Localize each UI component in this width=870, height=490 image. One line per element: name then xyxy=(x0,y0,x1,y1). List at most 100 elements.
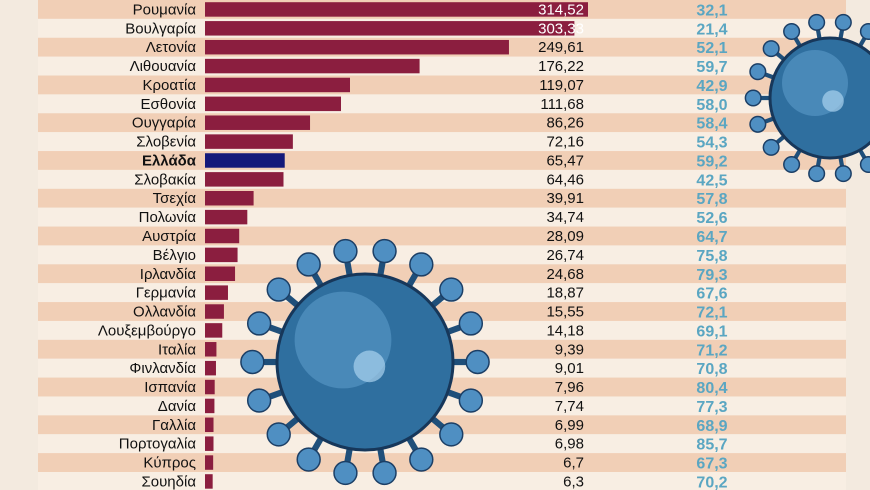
bar xyxy=(205,191,254,206)
percent-label: 77,3 xyxy=(696,399,727,416)
country-labels: Ρουμανία Βουλγαρία Λετονία Λιθουανία Κροατία… xyxy=(98,1,197,490)
country-label: Κύπρος xyxy=(143,455,196,472)
bar xyxy=(205,304,224,319)
percent-label: 21,4 xyxy=(696,21,727,38)
bar xyxy=(205,266,236,281)
virus-spike-tip xyxy=(439,422,464,447)
virus-spike-tip xyxy=(834,13,852,31)
value-label: 7,74 xyxy=(555,398,584,415)
country-label: Σλοβενία xyxy=(136,134,196,151)
virus-spike-tip xyxy=(333,460,358,486)
percent-label: 85,7 xyxy=(696,437,727,454)
value-labels: 314,52 303,33 249,61 176,22 119,07 111,68 86,2… xyxy=(538,1,584,490)
virus-spike-tip xyxy=(859,155,870,174)
bar xyxy=(205,436,214,451)
percent-label: 68,9 xyxy=(696,418,727,435)
virus-spike-tip xyxy=(246,311,272,336)
percent-label: 32,1 xyxy=(696,2,727,19)
value-label: 7,96 xyxy=(555,379,584,396)
virus-spike-tip xyxy=(783,155,801,174)
bar xyxy=(205,134,293,149)
value-label: 26,74 xyxy=(546,247,584,264)
virus-spike-tip xyxy=(808,165,826,183)
bar xyxy=(205,285,228,300)
percent-labels: 32,1 21,4 52,1 59,7 42,9 58,0 58,4 54,359,2 42,5… xyxy=(696,2,727,490)
value-label: 64,46 xyxy=(546,171,584,188)
value-label: 14,18 xyxy=(546,322,584,339)
percent-label: 64,7 xyxy=(696,229,727,246)
virus-spike-tip xyxy=(240,349,265,375)
value-label: 249,61 xyxy=(538,39,584,56)
percent-label: 54,3 xyxy=(696,135,727,152)
percent-label: 59,7 xyxy=(696,59,727,76)
bar xyxy=(205,2,588,17)
value-label: 6,3 xyxy=(563,473,584,490)
bar xyxy=(205,115,311,130)
country-label: Φινλανδία xyxy=(129,360,196,377)
virus-core xyxy=(353,350,386,383)
percent-label: 80,4 xyxy=(696,380,727,397)
virus-spike-tip xyxy=(372,460,397,486)
value-label: 39,91 xyxy=(546,190,584,207)
virus-spike-tip xyxy=(458,311,484,336)
virus-spike-tip xyxy=(439,277,464,302)
row-stripe xyxy=(38,453,846,472)
country-label: Ολλανδία xyxy=(133,304,196,321)
percent-label: 52,6 xyxy=(696,210,727,227)
row-stripe xyxy=(38,434,846,454)
coronavirus-icon xyxy=(744,13,870,183)
percent-label: 67,3 xyxy=(696,456,727,473)
country-label: Λιθουανία xyxy=(130,58,197,75)
row-stripe xyxy=(38,472,846,490)
bar xyxy=(205,379,215,395)
bar xyxy=(205,323,223,338)
value-label: 15,55 xyxy=(546,304,584,321)
virus-spike-tip xyxy=(834,165,852,183)
value-label: 314,52 xyxy=(538,1,584,18)
value-label: 6,98 xyxy=(555,436,584,453)
bar xyxy=(205,417,214,433)
virus-spike-tip xyxy=(409,252,434,277)
country-label: Εσθονία xyxy=(141,96,197,113)
value-label: 24,68 xyxy=(546,266,584,283)
virus-body xyxy=(768,36,870,160)
country-label: Ρουμανία xyxy=(133,1,197,18)
country-label: Πολωνία xyxy=(139,209,197,226)
country-label: Σλοβακία xyxy=(134,171,196,188)
row-stripe xyxy=(38,302,846,321)
virus-core xyxy=(822,90,844,112)
virus-spike-tip xyxy=(808,13,826,31)
bar-highlight xyxy=(205,153,285,168)
country-label: Κροατία xyxy=(143,77,197,94)
value-label: 111,68 xyxy=(540,96,584,113)
bar xyxy=(205,360,216,376)
country-label: Πορτογαλία xyxy=(119,436,197,453)
percent-label: 72,1 xyxy=(696,305,727,322)
value-label: 28,09 xyxy=(546,228,584,245)
percent-label: 58,0 xyxy=(696,97,727,114)
bar xyxy=(205,77,350,93)
virus-decorations xyxy=(240,13,870,486)
percent-label: 70,8 xyxy=(696,361,727,378)
percent-label: 58,4 xyxy=(696,116,727,133)
virus-spike-tip xyxy=(409,447,434,472)
bar xyxy=(205,247,238,263)
virus-spike-tip xyxy=(372,238,397,264)
country-label: Σουηδία xyxy=(141,473,196,490)
percent-label: 42,9 xyxy=(696,78,727,95)
percent-label: 42,5 xyxy=(696,172,727,189)
row-stripe xyxy=(38,245,846,265)
bar xyxy=(205,398,215,414)
country-label: Βέλγιο xyxy=(153,247,196,264)
virus-spike-tip xyxy=(246,388,272,413)
percent-label: 52,1 xyxy=(696,40,727,57)
value-label: 176,22 xyxy=(538,58,584,75)
value-label: 9,39 xyxy=(555,341,584,358)
value-label: 65,47 xyxy=(546,152,584,169)
bar xyxy=(205,21,575,36)
bar xyxy=(205,96,341,112)
percent-label: 67,6 xyxy=(696,286,727,303)
percent-label: 57,8 xyxy=(696,191,727,208)
percent-label: 75,8 xyxy=(696,248,727,265)
